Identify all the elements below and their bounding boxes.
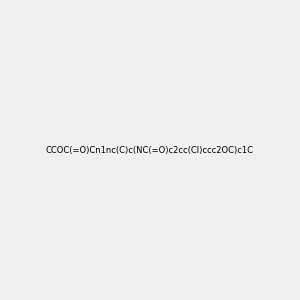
Text: CCOC(=O)Cn1nc(C)c(NC(=O)c2cc(Cl)ccc2OC)c1C: CCOC(=O)Cn1nc(C)c(NC(=O)c2cc(Cl)ccc2OC)c… [46, 146, 254, 154]
